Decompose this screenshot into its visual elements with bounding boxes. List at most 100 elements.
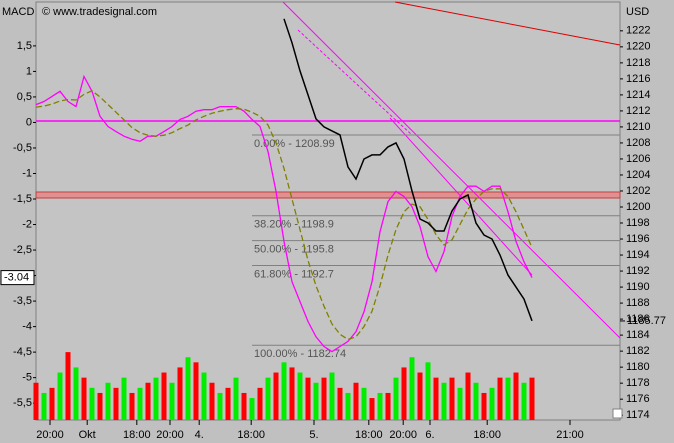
price-line (283, 18, 533, 322)
volume-bar (185, 357, 191, 420)
y2-tick-label: 1216 (626, 73, 650, 85)
volume-bar (49, 387, 55, 420)
volume-bar (329, 372, 335, 420)
y2-tick-label: 1186 (626, 313, 650, 325)
volume-bar (33, 382, 39, 420)
volume-bar (273, 372, 279, 420)
x-tick-label: 4. (195, 429, 204, 441)
volume-bar (521, 382, 527, 420)
x-tick-label: 21:00 (556, 429, 584, 441)
volume-bar (281, 362, 287, 420)
volume-bar (433, 377, 439, 420)
x-tick-label: 20:00 (156, 429, 184, 441)
volume-bar (313, 382, 319, 420)
y2-tick-label: 1202 (626, 185, 650, 197)
x-tick-label: 18:00 (237, 429, 265, 441)
volume-bar (305, 377, 311, 420)
volume-bar (345, 392, 351, 420)
volume-bar (81, 377, 87, 420)
volume-bar (249, 398, 255, 420)
volume-bar (385, 392, 391, 420)
y2-tick-label: 1210 (626, 121, 650, 133)
volume-bar (473, 382, 479, 420)
y2-tick-label: 1196 (626, 233, 650, 245)
y2-tick-label: 1204 (626, 169, 650, 181)
y-tick-label: -5 (22, 372, 32, 384)
y-tick-label: -4 (22, 321, 32, 333)
y-tick-label: -0,5 (13, 142, 32, 154)
y-tick-label: -2,5 (13, 244, 32, 256)
x-tick-label: 18:00 (355, 429, 383, 441)
volume-bar (129, 392, 135, 420)
volume-bar (449, 377, 455, 420)
volume-bar (353, 382, 359, 420)
trend-line (297, 29, 413, 136)
y2-marker-label: 1185.77 (627, 315, 666, 327)
volume-bar (97, 392, 103, 420)
volume-bar (145, 382, 151, 420)
volume-bar (289, 367, 295, 420)
y-tick-label: -2 (22, 218, 32, 230)
y2-tick-label: 1200 (626, 201, 650, 213)
y-marker-box (0, 270, 35, 286)
y2-tick-label: 1222 (626, 25, 650, 37)
volume-bar (257, 387, 263, 420)
y2-tick-label: 1182 (626, 345, 650, 357)
trend-line (389, 117, 533, 276)
volume-bar (369, 398, 375, 420)
volume-bar (73, 367, 79, 420)
x-tick-label: 18:00 (123, 429, 151, 441)
x-tick-label: 20:00 (389, 429, 417, 441)
y2-tick-label: 1218 (626, 57, 650, 69)
plot-area (35, 1, 621, 421)
volume-bar (465, 372, 471, 420)
volume-bar (337, 387, 343, 420)
y2-tick-label: 1214 (626, 89, 650, 101)
trend-line (394, 1, 621, 46)
volume-bar (65, 352, 71, 420)
y2-tick-label: 1192 (626, 265, 650, 277)
y-tick-label: 1 (26, 65, 32, 77)
volume-bar (497, 377, 503, 420)
y2-tick-label: 1184 (626, 329, 650, 341)
chart-title: MACD (2, 6, 34, 18)
y2-tick-label: 1198 (626, 217, 650, 229)
volume-bar (209, 382, 215, 420)
y2-tick-label: 1212 (626, 105, 650, 117)
volume-bar (409, 357, 415, 420)
volume-bar (505, 377, 511, 420)
x-tick-label: Okt (79, 429, 96, 441)
volume-bar (241, 392, 247, 420)
x-tick-label: 18:00 (473, 429, 501, 441)
y-marker-label: -3.04 (4, 272, 29, 284)
volume-bar (137, 387, 143, 420)
resize-grip (612, 408, 623, 419)
y2-tick-label: 1208 (626, 137, 650, 149)
indicator-line (35, 74, 533, 353)
x-tick-label: 5. (309, 429, 318, 441)
y2-tick-label: 1206 (626, 153, 650, 165)
y-tick-label: 0 (26, 116, 32, 128)
volume-bar (393, 377, 399, 420)
volume-bar (193, 362, 199, 420)
volume-bar (377, 392, 383, 420)
y-tick-label: -4,5 (13, 346, 32, 358)
y2-tick-label: 1190 (626, 281, 650, 293)
volume-bar (513, 372, 519, 420)
y2-tick-label: 1174 (626, 409, 650, 421)
volume-bar (89, 387, 95, 420)
volume-bar (297, 372, 303, 420)
y2-tick-label: 1180 (626, 361, 650, 373)
y2-tick-label: 1176 (626, 393, 650, 405)
volume-bar (169, 382, 175, 420)
volume-bar (529, 377, 535, 420)
volume-bar (225, 387, 231, 420)
band (35, 191, 621, 199)
volume-bar (217, 392, 223, 420)
volume-bar (321, 377, 327, 420)
volume-bar (457, 387, 463, 420)
volume-bar (161, 372, 167, 420)
y2-tick-label: 1220 (626, 41, 650, 53)
volume-bar (177, 367, 183, 420)
